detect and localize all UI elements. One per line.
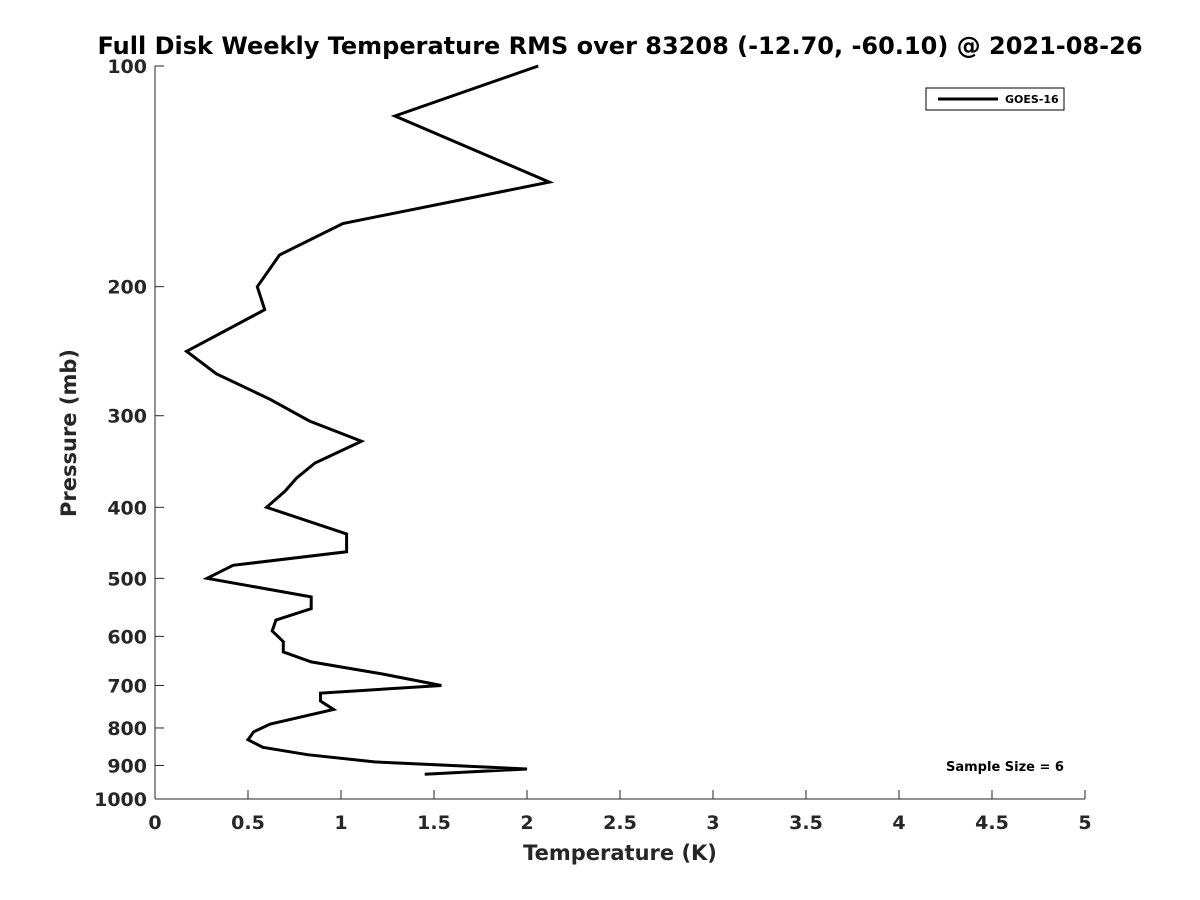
y-tick-label: 300 [107, 406, 147, 428]
x-tick-label: 0 [148, 812, 161, 834]
x-tick-label: 0.5 [231, 812, 265, 834]
legend-label-goes-16: GOES-16 [1005, 93, 1059, 106]
y-tick-label: 200 [107, 277, 147, 299]
y-tick-label: 500 [107, 568, 147, 590]
sample-size-annotation: Sample Size = 6 [946, 760, 1064, 775]
y-tick-label: 100 [107, 56, 147, 78]
y-tick-label: 400 [107, 497, 147, 519]
x-ticks: 0 0.5 1 1.5 2 2.5 3 3.5 4 4.5 5 [148, 790, 1092, 834]
chart-title: Full Disk Weekly Temperature RMS over 83… [97, 32, 1142, 60]
x-tick-label: 4.5 [975, 812, 1009, 834]
x-axis-label: Temperature (K) [523, 841, 717, 865]
x-tick-label: 2 [520, 812, 533, 834]
x-tick-label: 1 [334, 812, 347, 834]
plot-area: 0 0.5 1 1.5 2 2.5 3 3.5 4 4.5 5 100 200 300 400 500 600… [94, 56, 1092, 834]
x-tick-label: 4 [892, 812, 905, 834]
x-tick-label: 5 [1078, 812, 1091, 834]
y-tick-label: 600 [107, 626, 147, 648]
x-tick-label: 2.5 [603, 812, 637, 834]
legend: GOES-16 [925, 87, 1065, 111]
y-axis-label: Pressure (mb) [57, 349, 81, 517]
x-tick-label: 3.5 [789, 812, 823, 834]
y-tick-label: 800 [107, 718, 147, 740]
y-ticks: 100 200 300 400 500 600 700 800 900 1000 [94, 56, 164, 811]
x-tick-label: 1.5 [417, 812, 451, 834]
y-tick-label: 900 [107, 755, 147, 777]
y-tick-label: 700 [107, 675, 147, 697]
y-tick-label: 1000 [94, 789, 147, 811]
x-tick-label: 3 [706, 812, 719, 834]
series-line-goes-16 [183, 64, 555, 776]
